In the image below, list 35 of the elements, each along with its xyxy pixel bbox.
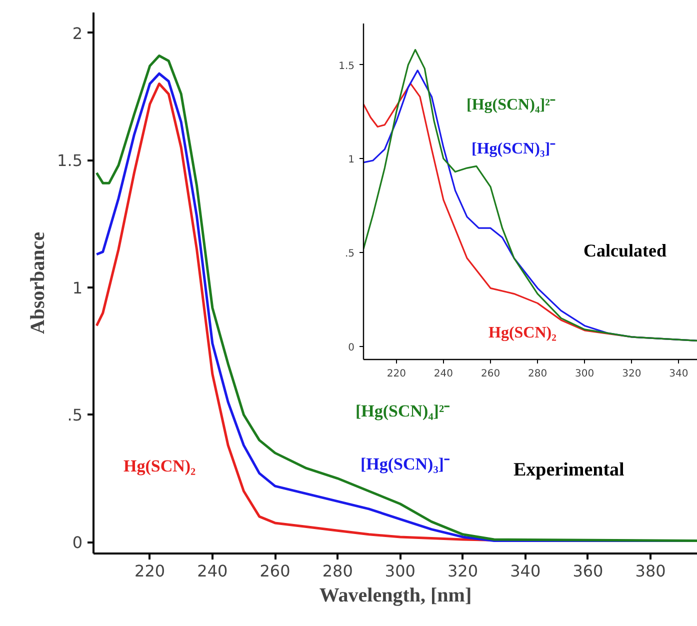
series-label: Hg(SCN)₂	[488, 324, 557, 342]
annotation: Experimental	[514, 460, 624, 480]
series-label: [Hg(SCN)₃]⁻	[360, 454, 450, 474]
y-tick-label: 1	[348, 154, 355, 166]
x-tick-label: 300	[575, 368, 594, 380]
y-axis-title: Absorbance	[27, 232, 50, 334]
y-tick-label: 1.5	[338, 60, 355, 72]
x-tick-label: 320	[622, 368, 642, 380]
x-tick-label: 220	[134, 562, 166, 580]
x-axis-title: Wavelength, [nm]	[319, 584, 472, 606]
y-tick-label: 1	[72, 278, 83, 298]
x-tick-label: 280	[528, 368, 548, 380]
x-tick-label: 340	[669, 368, 688, 380]
annotation: Calculated	[584, 240, 666, 260]
x-tick-label: 280	[322, 562, 353, 580]
x-tick-label: 220	[386, 368, 406, 380]
series-label: [Hg(SCN)₃]⁻	[472, 140, 556, 158]
x-tick-label: 240	[197, 562, 228, 580]
x-tick-label: 300	[384, 562, 416, 580]
y-tick-label: 1.5	[57, 151, 83, 170]
text: [Hg(SCN)₄]²⁻	[466, 96, 556, 114]
x-tick-label: 360	[572, 562, 604, 580]
text: Hg(SCN)₂	[124, 456, 196, 476]
y-tick-label: 0	[72, 533, 83, 552]
y-tick-label: .5	[344, 248, 355, 260]
x-tick-label: 240	[434, 368, 454, 380]
x-tick-label: 380	[635, 562, 666, 580]
x-tick-label: 320	[448, 562, 478, 580]
text: [Hg(SCN)₄]²⁻	[356, 402, 450, 420]
y-tick-label: 2	[72, 24, 83, 43]
x-tick-label: 260	[480, 368, 500, 380]
y-tick-label: .5	[67, 406, 82, 425]
y-tick-label: 0	[348, 342, 355, 354]
x-tick-label: 340	[510, 562, 541, 580]
x-tick-label: 260	[260, 562, 290, 580]
